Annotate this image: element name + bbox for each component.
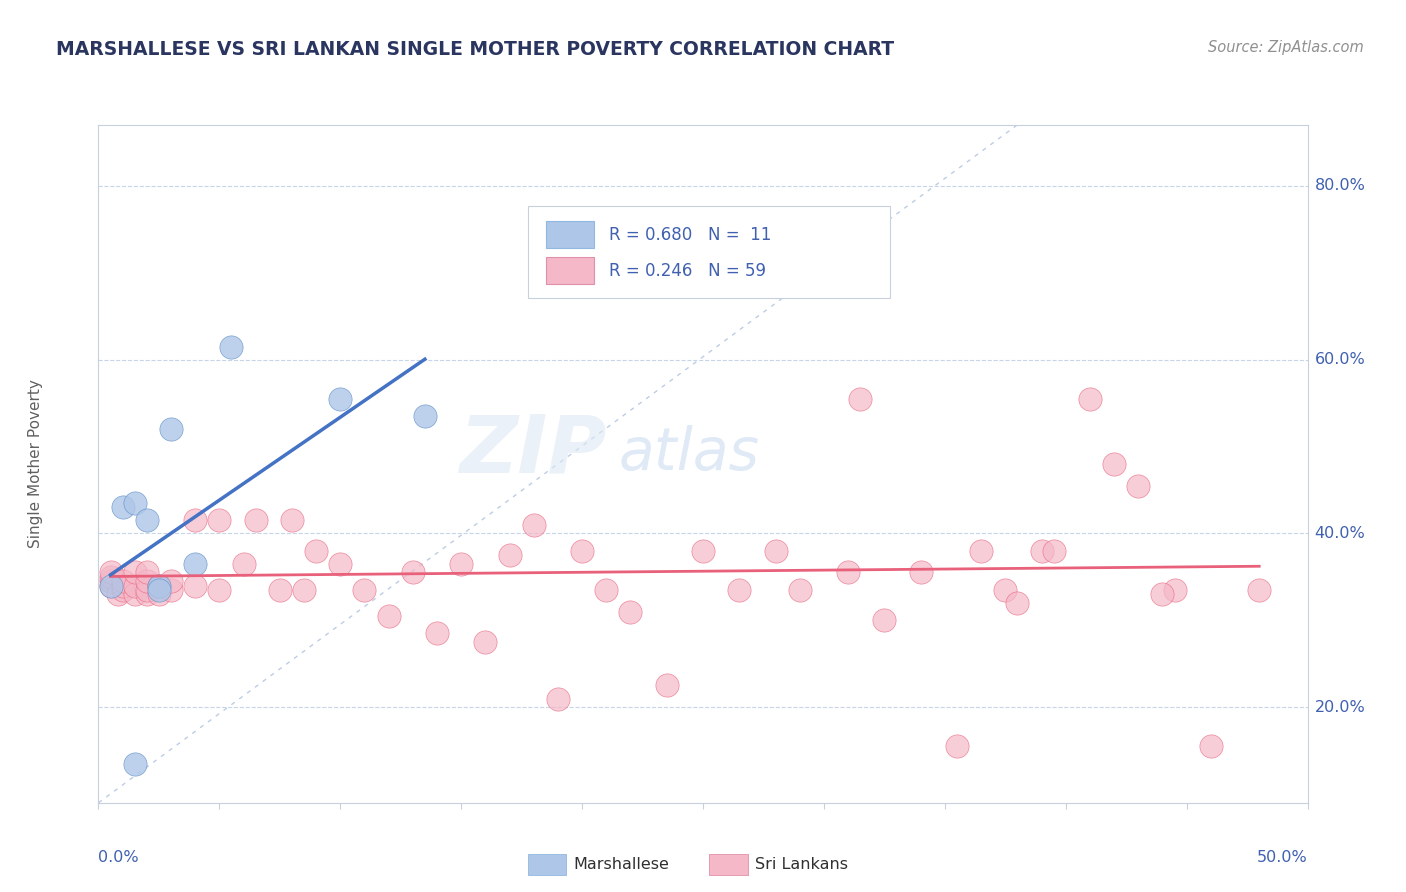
Point xyxy=(558,270,581,285)
Point xyxy=(100,578,122,592)
Point xyxy=(1249,582,1271,597)
Text: 60.0%: 60.0% xyxy=(1315,352,1365,367)
Point xyxy=(292,582,315,597)
Point xyxy=(329,557,352,571)
Text: MARSHALLESE VS SRI LANKAN SINGLE MOTHER POVERTY CORRELATION CHART: MARSHALLESE VS SRI LANKAN SINGLE MOTHER … xyxy=(56,40,894,59)
Point xyxy=(377,609,399,624)
Point xyxy=(1031,543,1053,558)
Point xyxy=(619,605,641,619)
Point xyxy=(595,582,617,597)
Point xyxy=(1078,392,1101,406)
Text: 20.0%: 20.0% xyxy=(1315,699,1365,714)
Point xyxy=(124,578,146,592)
Point xyxy=(100,578,122,592)
Point xyxy=(111,578,134,592)
Point xyxy=(135,574,157,589)
Text: Source: ZipAtlas.com: Source: ZipAtlas.com xyxy=(1208,40,1364,55)
Point xyxy=(873,613,896,627)
Point xyxy=(111,500,134,515)
Point xyxy=(329,392,352,406)
Point xyxy=(107,587,129,601)
Point xyxy=(402,566,425,580)
Point xyxy=(789,582,811,597)
Point xyxy=(148,578,170,592)
Point xyxy=(208,513,231,527)
Point xyxy=(1128,478,1150,492)
Bar xyxy=(546,257,595,285)
Point xyxy=(426,626,449,640)
Bar xyxy=(709,854,748,875)
Point xyxy=(837,566,859,580)
Bar xyxy=(546,221,595,248)
Point xyxy=(184,578,207,592)
Text: R = 0.680   N =  11: R = 0.680 N = 11 xyxy=(609,226,770,244)
Point xyxy=(1163,582,1185,597)
Point xyxy=(765,543,787,558)
Point xyxy=(124,566,146,580)
Point xyxy=(655,678,678,692)
Point xyxy=(1042,543,1064,558)
Text: R = 0.246   N = 59: R = 0.246 N = 59 xyxy=(609,261,766,279)
Point xyxy=(498,548,520,562)
Point xyxy=(970,543,993,558)
Point xyxy=(111,574,134,589)
Text: atlas: atlas xyxy=(619,425,759,483)
Point xyxy=(160,582,183,597)
Point xyxy=(547,691,569,706)
Point xyxy=(692,543,714,558)
Point xyxy=(1199,739,1222,754)
Point xyxy=(124,587,146,601)
Point xyxy=(245,513,267,527)
Point xyxy=(135,566,157,580)
Point xyxy=(413,409,436,423)
Point xyxy=(160,574,183,589)
Point xyxy=(148,587,170,601)
Point xyxy=(100,566,122,580)
Point xyxy=(111,582,134,597)
Point xyxy=(849,392,872,406)
Point xyxy=(994,582,1017,597)
Point xyxy=(1102,457,1125,471)
Point xyxy=(135,513,157,527)
Point xyxy=(305,543,328,558)
Point xyxy=(728,582,751,597)
Point xyxy=(221,339,243,353)
Point xyxy=(184,513,207,527)
Text: 0.0%: 0.0% xyxy=(98,850,139,865)
Text: Marshallese: Marshallese xyxy=(574,857,669,872)
Text: Sri Lankans: Sri Lankans xyxy=(755,857,848,872)
Bar xyxy=(527,854,567,875)
Point xyxy=(208,582,231,597)
Text: ZIP: ZIP xyxy=(458,411,606,490)
Point xyxy=(100,574,122,589)
Point xyxy=(148,578,170,592)
Point xyxy=(1007,596,1029,610)
Point xyxy=(946,739,969,754)
Text: 50.0%: 50.0% xyxy=(1257,850,1308,865)
Point xyxy=(523,517,546,532)
Point xyxy=(184,557,207,571)
Point xyxy=(100,570,122,584)
Point xyxy=(232,557,254,571)
Point xyxy=(450,557,472,571)
Point xyxy=(135,587,157,601)
Point xyxy=(148,582,170,597)
Point xyxy=(353,582,375,597)
Point xyxy=(124,496,146,510)
Point xyxy=(124,756,146,771)
Text: Single Mother Poverty: Single Mother Poverty xyxy=(28,379,42,549)
Point xyxy=(135,582,157,597)
FancyBboxPatch shape xyxy=(527,206,890,298)
Point xyxy=(910,566,932,580)
Text: 40.0%: 40.0% xyxy=(1315,526,1365,541)
Point xyxy=(160,422,183,436)
Point xyxy=(1152,587,1174,601)
Point xyxy=(269,582,291,597)
Point xyxy=(281,513,304,527)
Text: 80.0%: 80.0% xyxy=(1315,178,1365,194)
Point xyxy=(571,543,593,558)
Point xyxy=(474,635,496,649)
